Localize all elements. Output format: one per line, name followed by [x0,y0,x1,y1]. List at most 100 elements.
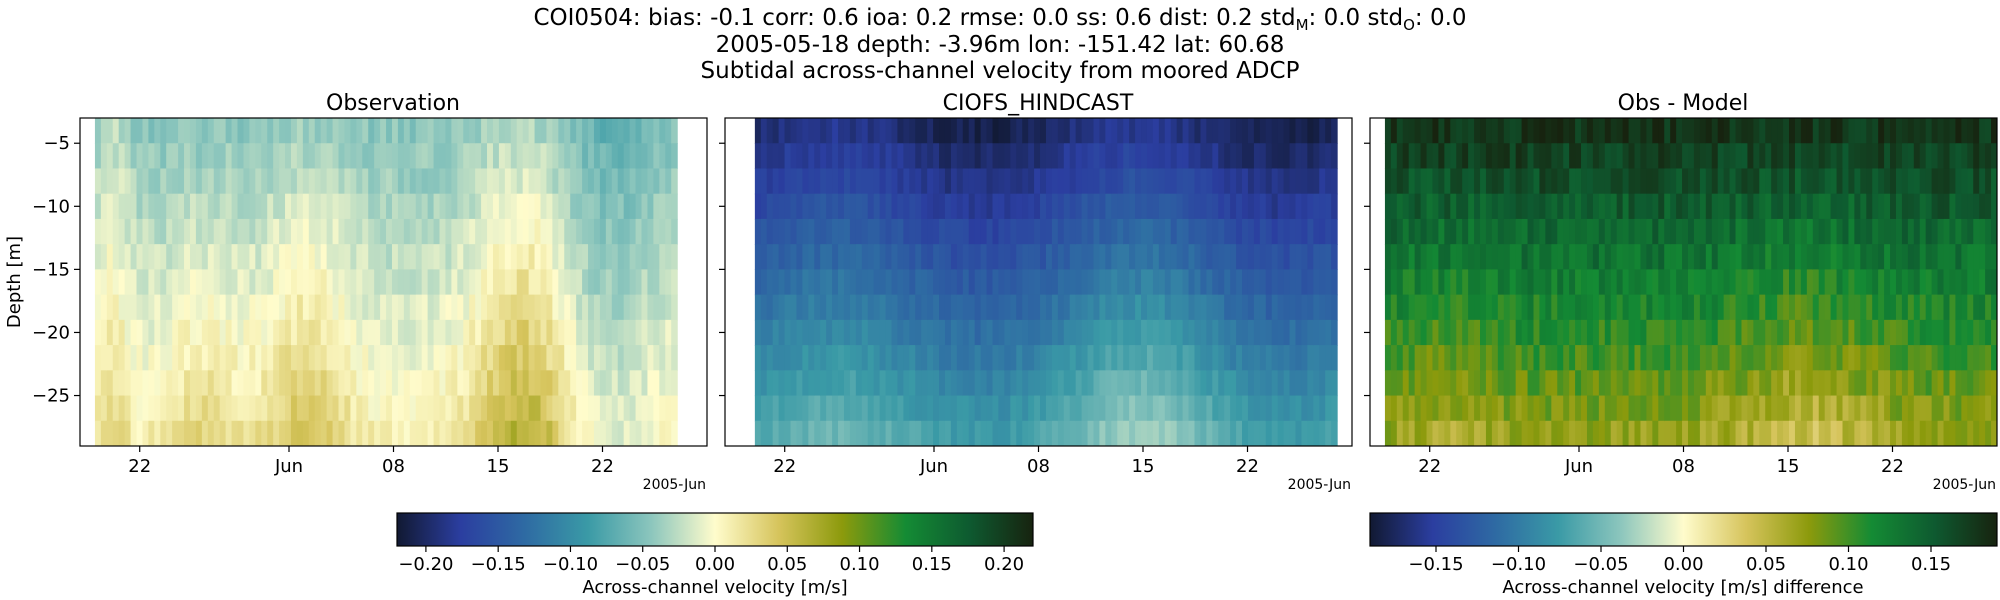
heatmap-cell [1295,193,1303,220]
heatmap-cell [189,218,197,245]
heatmap-cell [1045,269,1053,296]
heatmap-cell [1729,345,1737,371]
heatmap-cell [861,370,869,397]
heatmap-cell [974,319,982,346]
heatmap-cell [1747,269,1754,296]
heatmap-cell [451,168,458,195]
heatmap-cell [415,395,423,422]
heatmap-cell [1456,193,1463,220]
heatmap-cell [255,118,262,144]
heatmap-cell [909,269,916,296]
heatmap-cell [504,294,512,321]
heatmap-cell [1907,370,1915,397]
heatmap-cell [1462,168,1469,195]
heatmap-cell [510,370,518,397]
heatmap-cell [1384,218,1392,245]
heatmap-cell [267,294,274,321]
heatmap-cell [1991,345,1997,371]
heatmap-cell [760,370,768,397]
heatmap-cell [1931,218,1939,245]
heatmap-cell [956,118,964,144]
heatmap-cell [1515,193,1523,220]
heatmap-cell [1783,319,1790,346]
heatmap-cell [1509,269,1517,296]
heatmap-cell [671,118,678,144]
heatmap-cell [1842,193,1850,220]
heatmap-cell [1931,193,1939,220]
heatmap-cell [1895,370,1903,397]
heatmap-cell [1527,143,1535,170]
heatmap-cell [1188,420,1196,446]
heatmap-cell [1099,319,1106,346]
heatmap-cell [94,420,102,446]
heatmap-cell [1289,218,1297,245]
heatmap-cell [849,370,857,397]
heatmap-cell [492,319,500,346]
heatmap-cell [802,143,809,170]
heatmap-cell [617,118,625,144]
heatmap-cell [820,269,827,296]
heatmap-cell [570,218,577,245]
heatmap-cell [391,395,399,422]
heatmap-cell [290,118,298,144]
heatmap-cell [1652,345,1659,371]
heatmap-cell [1319,168,1326,195]
heatmap-cell [1010,193,1017,220]
heatmap-cell [1806,345,1814,371]
heatmap-cell [1069,118,1077,144]
heatmap-cell [1331,370,1338,397]
heatmap-cell [1973,143,1980,170]
heatmap-cell [261,168,268,195]
heatmap-cell [94,193,102,220]
heatmap-cell [939,143,946,170]
heatmap-cell [439,244,447,270]
heatmap-cell [213,319,221,346]
heatmap-cell [1723,118,1731,144]
heatmap-cell [766,395,774,422]
heatmap-cell [1907,294,1915,321]
heatmap-cell [1563,218,1570,245]
heatmap-cell [754,269,762,296]
heatmap-cell [564,218,571,245]
heatmap-cell [617,143,625,170]
heatmap-cell [1331,118,1338,144]
heatmap-cell [1218,193,1225,220]
heatmap-cell [1812,118,1820,144]
heatmap-cell [219,269,227,296]
heatmap-cell [950,420,958,446]
heatmap-cell [1224,395,1231,422]
heatmap-cell [1676,193,1683,220]
heatmap-cell [172,143,179,170]
heatmap-cell [939,193,946,220]
heatmap-cell [1925,244,1933,270]
heatmap-cell [498,370,506,397]
heatmap-cell [1117,168,1124,195]
heatmap-cell [1824,319,1832,346]
heatmap-cell [1432,168,1440,195]
heatmap-cell [374,168,381,195]
heatmap-cell [1004,319,1011,346]
heatmap-cell [207,395,215,422]
heatmap-cell [1402,294,1410,321]
heatmap-cell [380,193,387,220]
heatmap-cell [944,370,952,397]
heatmap-cell [457,370,464,397]
heatmap-cell [1230,294,1237,321]
heatmap-cell [534,269,542,296]
heatmap-cell [498,269,506,296]
heatmap-cell [1515,118,1523,144]
heatmap-cell [1408,193,1416,220]
heatmap-cell [510,345,518,371]
heatmap-cell [1967,319,1974,346]
heatmap-cell [784,395,792,422]
heatmap-cell [1979,269,1986,296]
heatmap-cell [1723,345,1731,371]
heatmap-cell [570,345,577,371]
heatmap-cell [100,395,108,422]
heatmap-cell [1176,118,1184,144]
heatmap-cell [1485,420,1493,446]
heatmap-cell [1450,269,1457,296]
heatmap-cell [225,244,233,270]
heatmap-cell [487,420,494,446]
heatmap-cell [106,294,114,321]
